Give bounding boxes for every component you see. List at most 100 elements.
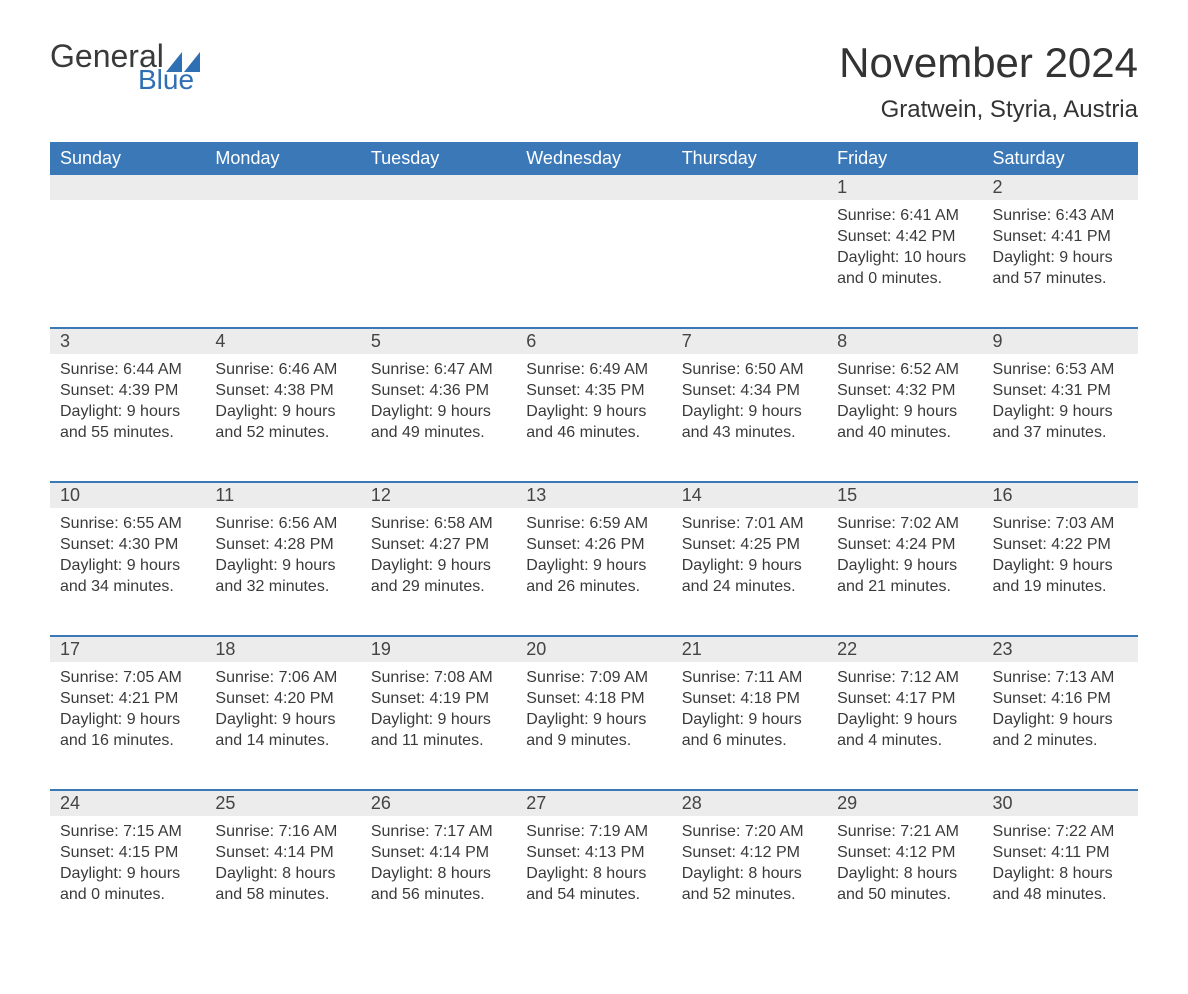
day-number: 24 — [50, 790, 205, 816]
day-detail: Sunrise: 7:05 AMSunset: 4:21 PMDaylight:… — [50, 662, 205, 790]
daylight-text: Daylight: 10 hours and 0 minutes. — [837, 248, 972, 290]
sunrise-text: Sunrise: 7:05 AM — [60, 668, 195, 689]
daylight-text: Daylight: 9 hours and 9 minutes. — [526, 710, 661, 752]
day-detail: Sunrise: 7:01 AMSunset: 4:25 PMDaylight:… — [672, 508, 827, 636]
day-number: 26 — [361, 790, 516, 816]
sunset-text: Sunset: 4:32 PM — [837, 381, 972, 402]
day-detail: Sunrise: 7:13 AMSunset: 4:16 PMDaylight:… — [983, 662, 1138, 790]
sunrise-text: Sunrise: 6:58 AM — [371, 514, 506, 535]
sunset-text: Sunset: 4:11 PM — [993, 843, 1128, 864]
daylight-text: Daylight: 8 hours and 56 minutes. — [371, 864, 506, 906]
daylight-text: Daylight: 9 hours and 11 minutes. — [371, 710, 506, 752]
day-number: 1 — [827, 175, 982, 200]
day-number: 16 — [983, 482, 1138, 508]
day-detail: Sunrise: 7:09 AMSunset: 4:18 PMDaylight:… — [516, 662, 671, 790]
weekday-header: Sunday — [50, 142, 205, 175]
daylight-text: Daylight: 8 hours and 54 minutes. — [526, 864, 661, 906]
day-detail: Sunrise: 6:52 AMSunset: 4:32 PMDaylight:… — [827, 354, 982, 482]
day-detail: Sunrise: 6:59 AMSunset: 4:26 PMDaylight:… — [516, 508, 671, 636]
weekday-header: Wednesday — [516, 142, 671, 175]
empty-day-number — [516, 175, 671, 200]
day-detail: Sunrise: 6:58 AMSunset: 4:27 PMDaylight:… — [361, 508, 516, 636]
sunset-text: Sunset: 4:14 PM — [215, 843, 350, 864]
day-number-row: 24252627282930 — [50, 790, 1138, 816]
sunset-text: Sunset: 4:25 PM — [682, 535, 817, 556]
sunrise-text: Sunrise: 7:06 AM — [215, 668, 350, 689]
sunset-text: Sunset: 4:41 PM — [993, 227, 1128, 248]
empty-day-detail — [516, 200, 671, 328]
day-detail: Sunrise: 7:19 AMSunset: 4:13 PMDaylight:… — [516, 816, 671, 944]
sunrise-text: Sunrise: 7:15 AM — [60, 822, 195, 843]
daylight-text: Daylight: 9 hours and 43 minutes. — [682, 402, 817, 444]
sunrise-text: Sunrise: 6:46 AM — [215, 360, 350, 381]
day-number-row: 17181920212223 — [50, 636, 1138, 662]
day-number: 7 — [672, 328, 827, 354]
sunset-text: Sunset: 4:13 PM — [526, 843, 661, 864]
day-detail: Sunrise: 6:50 AMSunset: 4:34 PMDaylight:… — [672, 354, 827, 482]
logo-text-blue: Blue — [138, 66, 194, 94]
day-number: 9 — [983, 328, 1138, 354]
daylight-text: Daylight: 9 hours and 14 minutes. — [215, 710, 350, 752]
sunset-text: Sunset: 4:18 PM — [682, 689, 817, 710]
day-number: 25 — [205, 790, 360, 816]
day-number-row: 10111213141516 — [50, 482, 1138, 508]
day-number: 23 — [983, 636, 1138, 662]
daylight-text: Daylight: 8 hours and 58 minutes. — [215, 864, 350, 906]
sunrise-text: Sunrise: 6:52 AM — [837, 360, 972, 381]
sunset-text: Sunset: 4:24 PM — [837, 535, 972, 556]
daylight-text: Daylight: 9 hours and 21 minutes. — [837, 556, 972, 598]
day-detail: Sunrise: 7:03 AMSunset: 4:22 PMDaylight:… — [983, 508, 1138, 636]
day-number: 10 — [50, 482, 205, 508]
sunrise-text: Sunrise: 6:50 AM — [682, 360, 817, 381]
sunrise-text: Sunrise: 7:02 AM — [837, 514, 972, 535]
day-number: 3 — [50, 328, 205, 354]
weekday-header: Saturday — [983, 142, 1138, 175]
day-detail: Sunrise: 7:17 AMSunset: 4:14 PMDaylight:… — [361, 816, 516, 944]
sunrise-text: Sunrise: 7:09 AM — [526, 668, 661, 689]
day-number: 13 — [516, 482, 671, 508]
daylight-text: Daylight: 9 hours and 24 minutes. — [682, 556, 817, 598]
sunset-text: Sunset: 4:12 PM — [682, 843, 817, 864]
empty-day-detail — [361, 200, 516, 328]
day-detail: Sunrise: 7:11 AMSunset: 4:18 PMDaylight:… — [672, 662, 827, 790]
day-number: 12 — [361, 482, 516, 508]
day-detail-row: Sunrise: 6:44 AMSunset: 4:39 PMDaylight:… — [50, 354, 1138, 482]
day-number: 29 — [827, 790, 982, 816]
daylight-text: Daylight: 8 hours and 48 minutes. — [993, 864, 1128, 906]
empty-day-number — [672, 175, 827, 200]
sunset-text: Sunset: 4:14 PM — [371, 843, 506, 864]
sunrise-text: Sunrise: 6:55 AM — [60, 514, 195, 535]
day-number: 27 — [516, 790, 671, 816]
daylight-text: Daylight: 9 hours and 29 minutes. — [371, 556, 506, 598]
weekday-header: Thursday — [672, 142, 827, 175]
day-detail: Sunrise: 6:46 AMSunset: 4:38 PMDaylight:… — [205, 354, 360, 482]
day-number: 4 — [205, 328, 360, 354]
daylight-text: Daylight: 8 hours and 50 minutes. — [837, 864, 972, 906]
day-detail: Sunrise: 7:08 AMSunset: 4:19 PMDaylight:… — [361, 662, 516, 790]
daylight-text: Daylight: 9 hours and 32 minutes. — [215, 556, 350, 598]
day-number: 6 — [516, 328, 671, 354]
daylight-text: Daylight: 9 hours and 49 minutes. — [371, 402, 506, 444]
day-number: 21 — [672, 636, 827, 662]
daylight-text: Daylight: 8 hours and 52 minutes. — [682, 864, 817, 906]
sunset-text: Sunset: 4:30 PM — [60, 535, 195, 556]
day-number: 22 — [827, 636, 982, 662]
day-detail: Sunrise: 7:12 AMSunset: 4:17 PMDaylight:… — [827, 662, 982, 790]
title-block: November 2024 Gratwein, Styria, Austria — [839, 40, 1138, 124]
day-number: 17 — [50, 636, 205, 662]
day-number: 28 — [672, 790, 827, 816]
daylight-text: Daylight: 9 hours and 4 minutes. — [837, 710, 972, 752]
daylight-text: Daylight: 9 hours and 52 minutes. — [215, 402, 350, 444]
sunset-text: Sunset: 4:31 PM — [993, 381, 1128, 402]
day-number: 15 — [827, 482, 982, 508]
day-number: 8 — [827, 328, 982, 354]
calendar-page: General Blue November 2024 Gratwein, Sty… — [0, 0, 1188, 994]
sunset-text: Sunset: 4:16 PM — [993, 689, 1128, 710]
sunset-text: Sunset: 4:12 PM — [837, 843, 972, 864]
sunrise-text: Sunrise: 7:17 AM — [371, 822, 506, 843]
empty-day-detail — [50, 200, 205, 328]
sunset-text: Sunset: 4:39 PM — [60, 381, 195, 402]
day-detail: Sunrise: 7:20 AMSunset: 4:12 PMDaylight:… — [672, 816, 827, 944]
day-detail: Sunrise: 6:49 AMSunset: 4:35 PMDaylight:… — [516, 354, 671, 482]
sunset-text: Sunset: 4:42 PM — [837, 227, 972, 248]
